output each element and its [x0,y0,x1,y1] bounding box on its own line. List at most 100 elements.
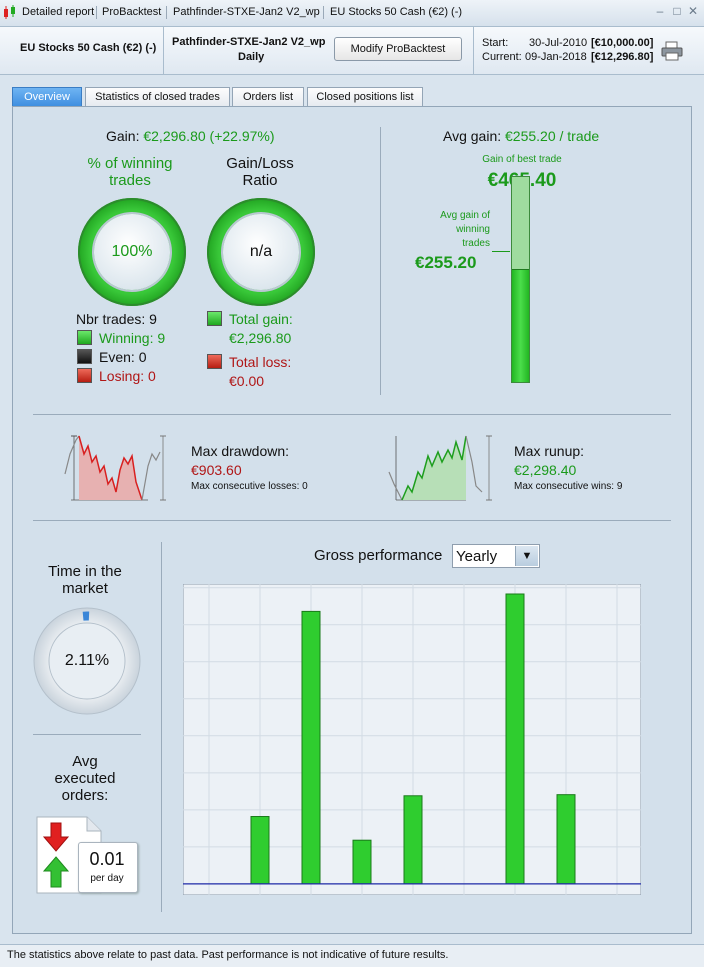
total-gain-value: €2,296.80 [229,330,292,346]
chart-bar [301,610,321,885]
winning-pct: 100% [111,243,153,260]
avg-executed-orders-title: Avg executed orders: [30,753,140,804]
winning-trades-title: % of winning trades [70,155,190,189]
winning-count: Winning: 9 [99,330,166,346]
avg-win-label-line2: winning [456,224,490,235]
winning-trades-gauge: 100% [94,214,170,290]
avg-win-label-line3: trades [462,238,490,249]
max-consecutive-losses: Max consecutive losses: 0 [191,481,308,492]
maximize-icon[interactable]: □ [673,4,681,18]
avg-gain-label: Avg gain: [443,128,502,144]
gain-line: Gain: €2,296.80 (+22.97%) [106,128,275,144]
tab-orders-list[interactable]: Orders list [232,87,304,106]
total-loss-icon [207,354,222,369]
section-divider-1 [33,414,671,415]
title-tab-instrument[interactable]: EU Stocks 50 Cash (€2) (-) [330,6,463,18]
avg-win-value: €255.20 [415,253,477,272]
title-tab-system[interactable]: Pathfinder-STXE-Jan2 V2_wp [173,6,320,18]
gain-value: €2,296.80 (+22.97%) [143,128,275,144]
best-trade-label: Gain of best trade [482,154,562,165]
time-in-market-value: 2.11% [64,652,110,669]
section-divider-vertical [380,127,381,395]
losing-legend-icon [77,368,92,383]
runup-sparkline-icon [388,435,492,501]
time-in-market-title: Time in the market [30,563,140,597]
avg-orders-line3: orders: [61,787,109,804]
gain-loss-gauge: n/a [223,214,299,290]
total-gain-icon [207,311,222,326]
ratio-value: n/a [249,243,273,260]
instrument-name: EU Stocks 50 Cash (€2) (-) [20,42,157,54]
losing-count: Losing: 0 [99,368,156,384]
period-select-value: Yearly [456,548,498,565]
max-drawdown-label: Max drawdown: [191,443,290,459]
avg-orders-line1: Avg [72,753,98,770]
tab-statistics-closed-trades[interactable]: Statistics of closed trades [85,87,230,106]
section-divider-3 [33,734,141,735]
max-drawdown-value: €903.60 [191,462,242,478]
nbr-trades: Nbr trades: 9 [76,311,157,327]
current-date: 09-Jan-2018 [525,51,587,63]
even-legend-icon [77,349,92,364]
winning-title-line2: trades [109,172,151,189]
chart-bar [352,839,372,885]
chart-bar [505,593,525,885]
best-trade-bar [511,176,530,383]
close-icon[interactable]: ✕ [687,4,699,18]
report-header: EU Stocks 50 Cash (€2) (-) Pathfinder-ST… [0,27,704,75]
section-divider-2 [33,520,671,521]
max-runup-label: Max runup: [514,443,585,459]
time-in-market-arc [37,611,137,711]
chart-bar [556,794,576,885]
timeframe: Daily [238,51,265,63]
tab-overview[interactable]: Overview [12,87,82,106]
max-consecutive-wins: Max consecutive wins: 9 [514,481,623,492]
avg-win-arrow-icon [492,251,510,252]
avg-win-label-line1: Avg gain of [440,210,490,221]
section-divider-vertical-2 [161,542,162,912]
start-date: 30-Jul-2010 [529,37,588,49]
gross-performance-chart: 8007006005004003002001000 20102011201220… [183,584,641,895]
start-label: Start: [482,37,509,49]
drawdown-sparkline-icon [64,435,166,501]
chart-bar [403,795,423,885]
winning-title-line1: % of winning [87,155,173,172]
current-label: Current: [482,51,522,63]
gross-performance-label: Gross performance [314,547,443,564]
total-loss-value: €0.00 [229,373,265,389]
ratio-title-line1: Gain/Loss [226,155,294,172]
avg-winning-bar-fill [512,269,529,382]
title-tab-probacktest[interactable]: ProBacktest [102,6,162,18]
total-gain-label: Total gain: [229,311,293,327]
orders-per-day-box [78,842,138,893]
orders-per-day-value: 0.01 [89,849,125,869]
ratio-title-line2: Ratio [242,172,278,189]
even-count: Even: 0 [99,349,147,365]
system-name: Pathfinder-STXE-Jan2 V2_wp [172,36,326,48]
chevron-down-icon[interactable]: ▼ [515,546,538,566]
avg-gain-line: Avg gain: €255.20 / trade [443,128,599,144]
candlestick-icon [4,5,15,19]
avg-gain-value: €255.20 / trade [505,128,600,144]
title-tab-detailed-report[interactable]: Detailed report [22,6,95,18]
modify-probacktest-button[interactable]: Modify ProBacktest [334,37,462,61]
gain-loss-ratio-title: Gain/Loss Ratio [200,155,320,189]
avg-win-label: Avg gain of winning trades [420,209,490,251]
avg-orders-line2: executed [54,770,116,787]
status-disclaimer: The statistics above relate to past data… [7,949,449,961]
minimize-icon[interactable]: – [656,4,664,18]
winning-legend-icon [77,330,92,345]
printer-icon[interactable] [661,41,683,61]
orders-per-day-unit: per day [90,873,124,884]
total-loss-label: Total loss: [229,354,292,370]
period-select[interactable]: Yearly ▼ [452,544,540,568]
current-value: [€12,296.80] [591,51,654,63]
time-market-line1: Time in the [48,563,122,580]
time-market-line2: market [62,580,108,597]
title-bar: Detailed report ProBacktest Pathfinder-S… [0,0,704,27]
time-in-market-gauge [33,607,141,715]
tab-closed-positions-list[interactable]: Closed positions list [307,87,423,106]
max-runup-value: €2,298.40 [514,462,577,478]
chart-bar [250,816,270,885]
start-value: [€10,000.00] [591,37,654,49]
